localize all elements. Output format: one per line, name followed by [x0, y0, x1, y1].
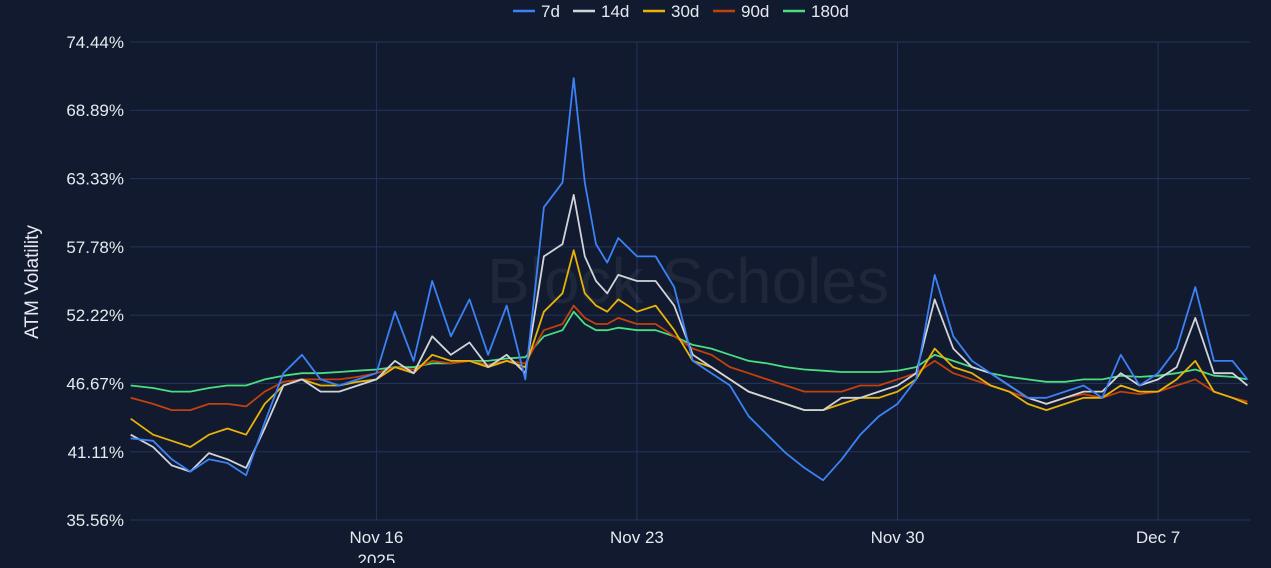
y-tick-label: 46.67%: [66, 374, 124, 393]
x-tick-label: Dec 7: [1136, 528, 1180, 547]
x-axis-ticks: Nov 16 2025 Nov 23 Nov 30 Dec 7: [349, 528, 1180, 568]
x-tick-label: Nov 23: [610, 528, 664, 547]
y-tick-label: 35.56%: [66, 511, 124, 530]
watermark-logo: Block Scholes: [487, 245, 889, 317]
legend: 7d 14d 30d 90d 180d: [513, 2, 849, 21]
x-tick-sublabel: 2025: [357, 551, 395, 563]
x-tick-label: Nov 30: [871, 528, 925, 547]
legend-label-7d[interactable]: 7d: [541, 2, 560, 21]
legend-label-14d[interactable]: 14d: [601, 2, 629, 21]
series-lines: [130, 77, 1249, 482]
y-tick-label: 63.33%: [66, 170, 124, 189]
y-tick-label: 57.78%: [66, 238, 124, 257]
legend-label-30d[interactable]: 30d: [671, 2, 699, 21]
legend-label-90d[interactable]: 90d: [741, 2, 769, 21]
series-line-14d[interactable]: [130, 194, 1248, 473]
y-tick-label: 41.11%: [68, 443, 124, 462]
y-tick-label: 68.89%: [66, 101, 124, 120]
legend-label-180d[interactable]: 180d: [811, 2, 849, 21]
x-tick-label: Nov 16: [349, 528, 403, 547]
series-line-30d[interactable]: [130, 249, 1248, 448]
y-tick-label: 74.44%: [66, 33, 124, 52]
series-line-7d[interactable]: [130, 77, 1249, 482]
y-tick-label: 52.22%: [66, 306, 124, 325]
y-axis-ticks: 35.56% 41.11% 46.67% 52.22% 57.78% 63.33% 68.8…: [66, 33, 124, 530]
y-axis-label: ATM Volatility: [22, 225, 43, 339]
